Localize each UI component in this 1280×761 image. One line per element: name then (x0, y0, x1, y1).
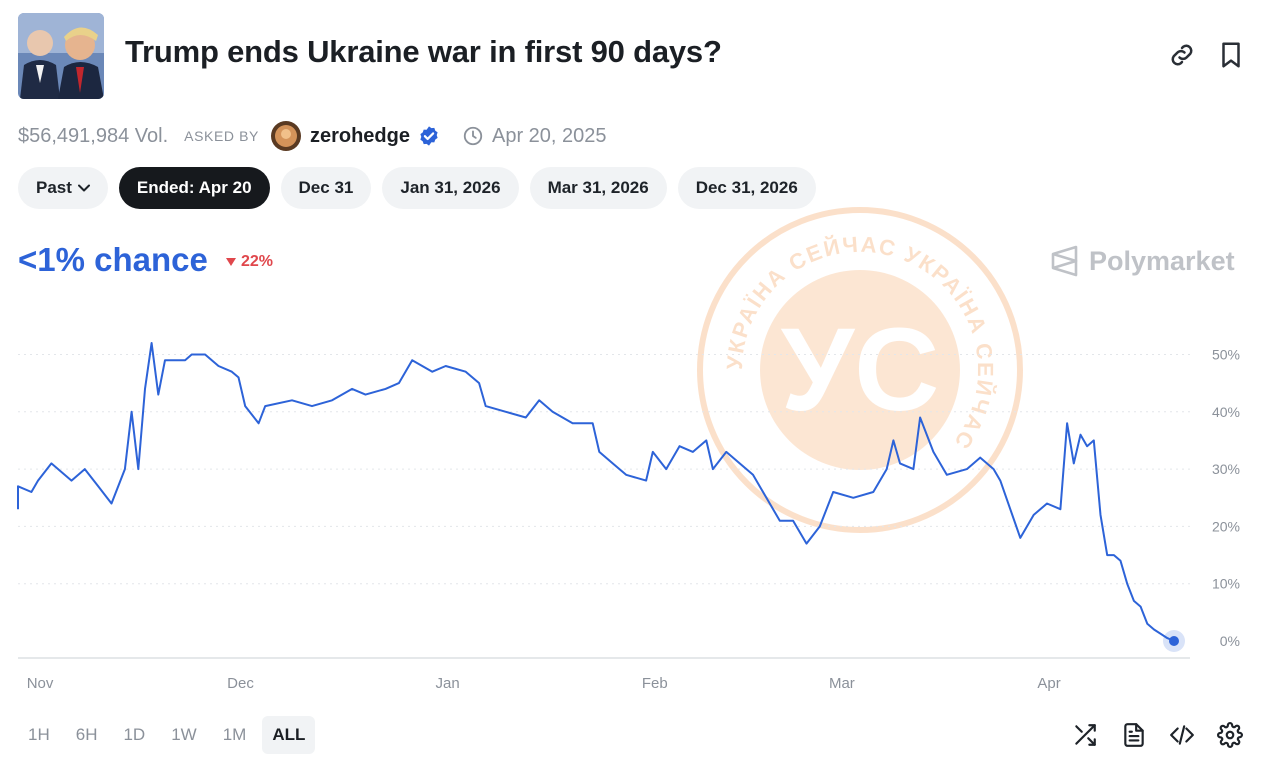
pill-dec-31[interactable]: Dec 31 (280, 167, 372, 209)
pill-mar-31-2026[interactable]: Mar 31, 2026 (529, 167, 667, 209)
polymarket-logo-icon (1051, 245, 1078, 277)
polymarket-brand: Polymarket (1050, 245, 1235, 277)
price-history-chart[interactable]: 50% 40% 30% 20% 10% 0% Nov Dec Jan Feb Mar Apr (0, 300, 1280, 700)
y-tick-label: 50% (1212, 347, 1240, 363)
range-6h[interactable]: 6H (75, 725, 98, 744)
end-date-text: Apr 20, 2025 (492, 124, 607, 147)
last-point-marker (1169, 636, 1179, 646)
clock-icon (463, 126, 483, 146)
chance-change: 22% (225, 253, 273, 271)
pill-label: Ended: Apr 20 (136, 178, 252, 197)
author-avatar[interactable] (270, 121, 301, 151)
change-value: 22% (241, 253, 274, 270)
range-1d[interactable]: 1D (123, 725, 146, 744)
embed-code-icon[interactable] (1169, 722, 1195, 748)
outcome-date-pills: Past Ended: Apr 20 Dec 31 Jan 31, 2026 M… (18, 167, 816, 209)
past-dropdown[interactable]: Past (18, 167, 108, 209)
verified-badge-icon (420, 126, 438, 146)
market-title: Trump ends Ukraine war in first 90 days? (125, 34, 722, 69)
range-1m[interactable]: 1M (222, 725, 247, 744)
pill-label: Dec 31 (298, 178, 354, 197)
pill-dec-31-2026[interactable]: Dec 31, 2026 (677, 167, 816, 209)
asked-by-label: ASKED BY (184, 128, 259, 144)
y-tick-label: 30% (1212, 461, 1240, 477)
x-tick-label: Nov (27, 675, 54, 692)
pill-label: Dec 31, 2026 (695, 178, 798, 197)
triangle-down-icon (226, 258, 236, 266)
x-tick-label: Mar (829, 675, 855, 692)
volume-text: $56,491,984 Vol. (18, 124, 169, 147)
x-tick-label: Apr (1037, 675, 1060, 692)
y-tick-label: 10% (1212, 576, 1240, 592)
shuffle-icon[interactable] (1072, 722, 1098, 748)
time-range-selector: 1H 6H 1D 1W 1M ALL (18, 716, 316, 754)
series-line (17, 342, 1175, 642)
x-tick-label: Jan (436, 675, 460, 692)
x-tick-label: Dec (227, 675, 254, 692)
bookmark-icon[interactable] (1216, 40, 1246, 70)
range-1w[interactable]: 1W (171, 725, 197, 744)
chevron-down-icon (77, 184, 90, 192)
brand-name: Polymarket (1089, 245, 1235, 276)
pill-label: Jan 31, 2026 (400, 178, 501, 197)
pill-jan-31-2026[interactable]: Jan 31, 2026 (382, 167, 519, 209)
y-tick-label: 40% (1212, 404, 1240, 420)
chance-value: <1% chance (18, 241, 208, 278)
x-tick-label: Feb (642, 675, 668, 692)
pill-label: Mar 31, 2026 (547, 178, 649, 197)
y-tick-label: 0% (1220, 633, 1240, 649)
past-label: Past (36, 178, 72, 197)
link-icon[interactable] (1167, 40, 1197, 70)
settings-gear-icon[interactable] (1217, 722, 1243, 748)
market-meta: $56,491,984 Vol. ASKED BY zerohedge Apr … (18, 120, 607, 152)
y-tick-label: 20% (1212, 518, 1240, 534)
pill-ended-apr-20[interactable]: Ended: Apr 20 (118, 167, 270, 209)
document-icon[interactable] (1121, 722, 1147, 748)
range-all[interactable]: ALL (262, 716, 316, 754)
range-1h[interactable]: 1H (28, 725, 50, 744)
market-thumbnail (18, 13, 104, 99)
author-name[interactable]: zerohedge (309, 124, 410, 147)
